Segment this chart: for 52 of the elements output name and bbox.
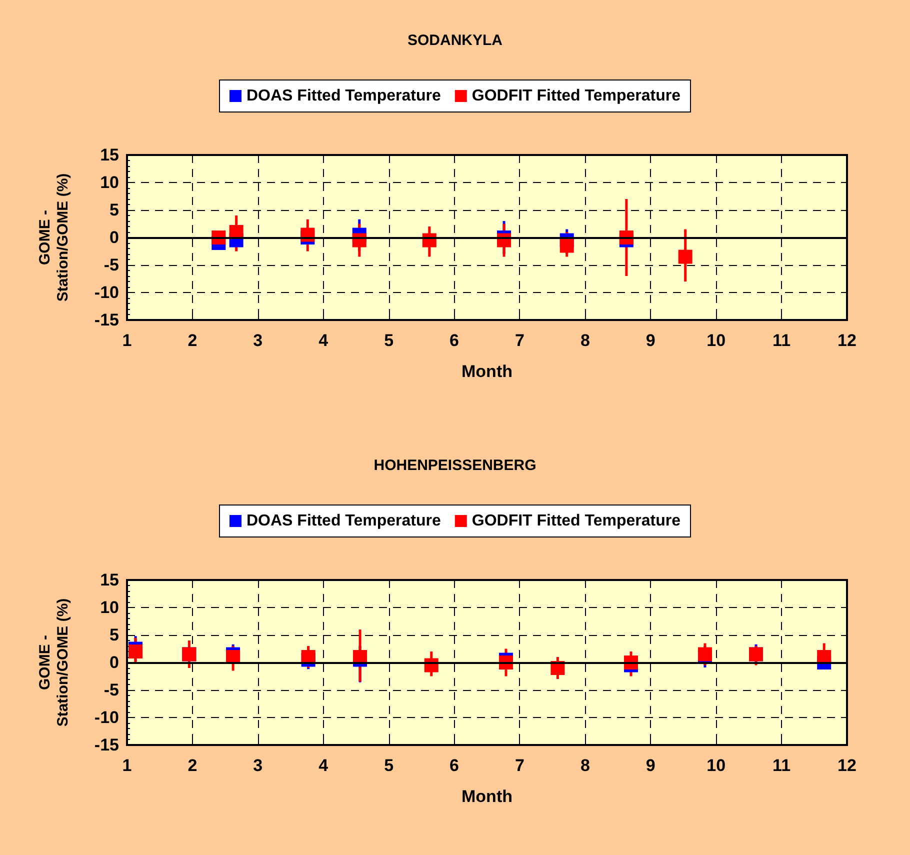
y-tick-label: 5 <box>110 200 119 220</box>
x-tick-label: 10 <box>706 756 726 775</box>
x-tick-label: 3 <box>253 756 263 775</box>
y-tick-label: 5 <box>110 626 119 644</box>
y-tick-label: 15 <box>100 570 119 590</box>
y-tick-label: -10 <box>94 708 119 727</box>
x-tick-label: 6 <box>450 756 460 775</box>
y-axis-title: GOME - Station/GOME (%) <box>36 173 72 302</box>
x-tick-label: 12 <box>838 331 856 350</box>
x-tick-label: 2 <box>188 331 198 350</box>
x-axis-title: Month <box>462 362 512 381</box>
x-tick-label: 1 <box>122 331 132 350</box>
x-axis-title: Month <box>462 787 512 806</box>
y-tick-label: -15 <box>94 736 119 754</box>
y-tick-label: 10 <box>100 173 119 192</box>
chart-title: SODANKYLA <box>407 32 503 49</box>
y-tick-label: 0 <box>110 228 119 247</box>
x-tick-label: 1 <box>122 756 132 775</box>
x-tick-label: 10 <box>706 331 726 350</box>
x-tick-label: 2 <box>188 756 198 775</box>
y-tick-label: 15 <box>100 146 119 164</box>
point <box>128 644 143 658</box>
legend-label: GODFIT Fitted Temperature <box>472 88 681 104</box>
x-tick-label: 3 <box>253 331 263 350</box>
point <box>560 238 574 253</box>
legend-label: DOAS Fitted Temperature <box>246 88 441 104</box>
legend-label: GODFIT Fitted Temperature <box>472 512 681 530</box>
x-tick-label: 8 <box>580 756 590 775</box>
x-tick-label: 11 <box>772 331 791 350</box>
y-tick-label: -5 <box>104 256 119 274</box>
x-tick-label: 7 <box>514 331 524 350</box>
y-axis-title: GOME - Station/GOME (%) <box>36 598 72 727</box>
y-tick-label: -10 <box>94 283 119 302</box>
chart-title: HOHENPEISSENBERG <box>374 457 536 474</box>
x-tick-label: 9 <box>646 331 656 350</box>
y-tick-label: 0 <box>110 653 119 672</box>
x-tick-label: 4 <box>318 331 329 350</box>
point <box>698 647 712 662</box>
x-tick-label: 5 <box>384 756 394 775</box>
y-tick-label: 10 <box>100 598 119 617</box>
legend-label: DOAS Fitted Temperature <box>246 512 441 530</box>
x-tick-label: 5 <box>384 331 394 350</box>
x-tick-label: 8 <box>580 331 590 350</box>
x-tick-label: 9 <box>646 756 656 775</box>
x-tick-label: 11 <box>772 756 791 775</box>
x-tick-label: 6 <box>450 331 460 350</box>
x-tick-label: 7 <box>514 756 524 775</box>
x-tick-label: 12 <box>838 756 856 775</box>
point <box>678 250 692 264</box>
x-tick-label: 4 <box>318 756 329 775</box>
y-tick-label: -15 <box>94 310 119 330</box>
y-tick-label: -5 <box>104 680 119 700</box>
